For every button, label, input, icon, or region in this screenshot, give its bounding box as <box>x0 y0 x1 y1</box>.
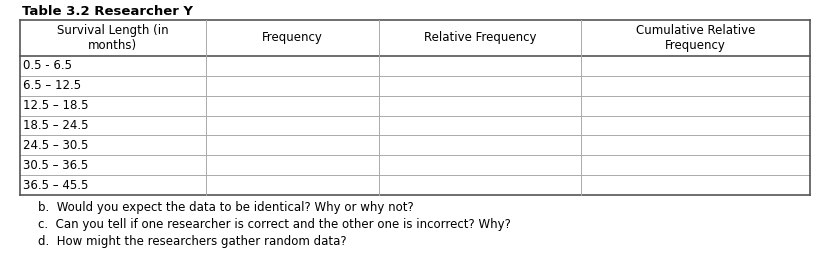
Bar <box>20 175 205 195</box>
Bar <box>581 116 809 135</box>
Bar <box>379 175 581 195</box>
Bar <box>205 76 379 96</box>
Bar <box>581 135 809 155</box>
Text: c.  Can you tell if one researcher is correct and the other one is incorrect? Wh: c. Can you tell if one researcher is cor… <box>38 218 510 231</box>
Text: Cumulative Relative
Frequency: Cumulative Relative Frequency <box>635 24 754 52</box>
Bar <box>379 56 581 76</box>
Text: 18.5 – 24.5: 18.5 – 24.5 <box>23 119 88 132</box>
Bar <box>20 96 205 116</box>
Bar <box>379 155 581 175</box>
Bar <box>20 76 205 96</box>
Text: b.  Would you expect the data to be identical? Why or why not?: b. Would you expect the data to be ident… <box>38 201 414 214</box>
Text: Relative Frequency: Relative Frequency <box>423 32 536 44</box>
Bar <box>379 116 581 135</box>
Bar <box>379 96 581 116</box>
Bar <box>20 20 809 56</box>
Bar <box>205 175 379 195</box>
Text: d.  How might the researchers gather random data?: d. How might the researchers gather rand… <box>38 235 347 248</box>
Bar <box>581 76 809 96</box>
Bar <box>205 116 379 135</box>
Bar <box>379 76 581 96</box>
Bar <box>581 96 809 116</box>
Bar <box>20 155 205 175</box>
Text: 6.5 – 12.5: 6.5 – 12.5 <box>23 79 81 92</box>
Bar <box>205 155 379 175</box>
Bar <box>581 155 809 175</box>
Bar <box>20 135 205 155</box>
Bar <box>581 56 809 76</box>
Bar <box>581 175 809 195</box>
Text: Survival Length (in
months): Survival Length (in months) <box>57 24 169 52</box>
Bar <box>205 135 379 155</box>
Bar <box>20 116 205 135</box>
Bar <box>379 135 581 155</box>
Text: 12.5 – 18.5: 12.5 – 18.5 <box>23 99 88 112</box>
Text: 24.5 – 30.5: 24.5 – 30.5 <box>23 139 88 152</box>
Bar <box>205 56 379 76</box>
Text: Frequency: Frequency <box>262 32 323 44</box>
Text: 36.5 – 45.5: 36.5 – 45.5 <box>23 179 88 192</box>
Bar <box>205 96 379 116</box>
Text: Table 3.2 Researcher Y: Table 3.2 Researcher Y <box>22 5 193 18</box>
Text: 30.5 – 36.5: 30.5 – 36.5 <box>23 159 88 172</box>
Text: 0.5 - 6.5: 0.5 - 6.5 <box>23 59 72 73</box>
Bar <box>20 56 205 76</box>
